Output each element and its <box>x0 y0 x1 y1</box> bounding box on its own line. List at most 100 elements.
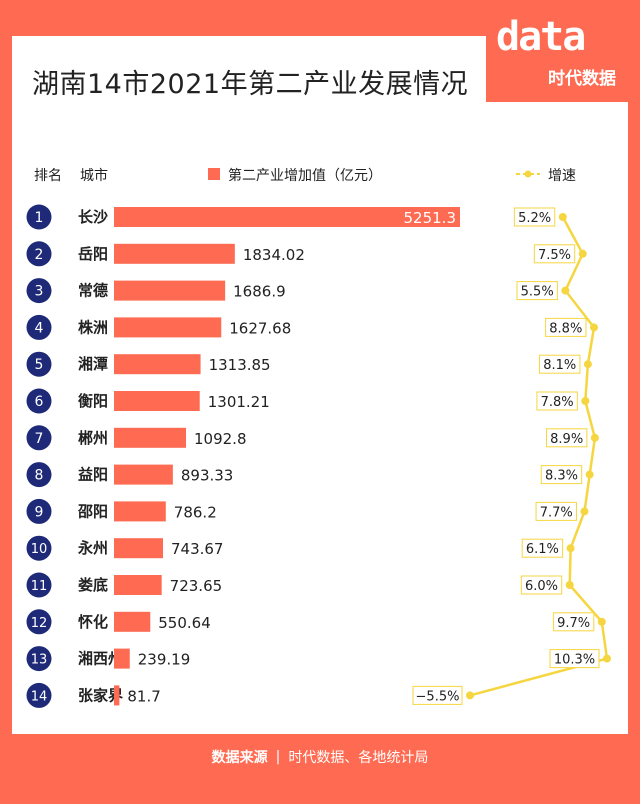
value-label: 743.67 <box>171 540 224 558</box>
page-title: 湖南14市2021年第二产业发展情况 <box>32 69 469 100</box>
growth-label-box <box>539 354 581 374</box>
value-legend-label: 第二产业增加值（亿元） <box>228 168 382 184</box>
logo: data 时代数据 <box>486 10 634 102</box>
rank-badge <box>26 462 52 488</box>
value-bar <box>114 207 460 227</box>
rank-number: 14 <box>31 689 48 704</box>
value-bar <box>114 354 201 375</box>
city-label: 邵阳 <box>77 502 108 520</box>
footer: 数据来源 | 时代数据、各地统计局 <box>12 734 628 780</box>
value-label: 1313.85 <box>209 356 271 374</box>
growth-label-box <box>540 465 583 485</box>
city-label: 衡阳 <box>78 392 108 410</box>
growth-label: 7.7% <box>540 505 573 520</box>
rank-number: 11 <box>31 579 48 594</box>
city-header: 城市 <box>80 168 108 184</box>
growth-label-box <box>536 391 578 411</box>
rank-badge <box>26 609 52 635</box>
rank-badge <box>26 388 52 414</box>
rank-header: 排名 <box>34 168 62 184</box>
growth-point <box>466 691 474 700</box>
rank-badge <box>26 278 52 304</box>
growth-label: 5.2% <box>518 211 551 226</box>
value-bar <box>114 575 162 595</box>
value-bar <box>114 611 151 632</box>
value-legend-swatch <box>208 168 220 180</box>
value-bar <box>114 464 173 485</box>
growth-point <box>597 617 606 626</box>
growth-label-box <box>520 575 563 595</box>
growth-point <box>603 654 611 663</box>
growth-label: 6.0% <box>525 579 558 594</box>
growth-label: 10.3% <box>554 653 595 668</box>
growth-label-box <box>412 685 463 705</box>
growth-point <box>590 433 599 442</box>
growth-point <box>558 213 567 221</box>
value-bar <box>114 501 166 522</box>
growth-point <box>581 397 590 405</box>
city-label: 永州 <box>77 539 108 557</box>
growth-label: 9.7% <box>557 616 590 631</box>
rank-badge <box>26 646 52 672</box>
city-label: 娄底 <box>78 576 108 594</box>
growth-legend-label: 增速 <box>548 168 576 184</box>
value-label: 1834.02 <box>243 246 305 264</box>
rank-number: 8 <box>35 468 44 484</box>
logo-bottom-text: 时代数据 <box>548 68 616 89</box>
growth-point <box>583 360 592 369</box>
growth-point <box>566 544 575 553</box>
rank-number: 4 <box>35 320 44 336</box>
rank-badge <box>26 535 52 561</box>
city-label: 湘潭 <box>78 355 108 373</box>
value-label: 893.33 <box>181 467 234 485</box>
value-bar <box>114 317 222 338</box>
value-bar <box>114 427 187 448</box>
growth-line <box>469 216 609 697</box>
value-label: 1301.21 <box>208 393 270 411</box>
growth-label: 5.5% <box>521 285 554 300</box>
value-bar <box>114 391 200 411</box>
value-label: 1686.9 <box>233 283 286 301</box>
rank-number: 9 <box>35 504 44 520</box>
city-label: 长沙 <box>78 208 108 226</box>
value-bar <box>114 243 235 264</box>
growth-label: 6.1% <box>526 542 559 557</box>
rank-number: 6 <box>35 394 44 410</box>
growth-label-box <box>552 612 595 632</box>
source-text: 时代数据、各地统计局 <box>288 750 429 766</box>
footer-separator: | <box>275 749 281 765</box>
growth-label-box <box>545 428 588 448</box>
growth-label: 7.8% <box>541 395 574 410</box>
rank-number: 1 <box>35 210 44 226</box>
growth-label-box <box>513 207 556 227</box>
rank-number: 5 <box>35 357 44 373</box>
value-label: 723.65 <box>170 577 223 595</box>
value-label: 1092.8 <box>194 430 247 448</box>
source-label: 数据来源 <box>211 750 268 766</box>
value-bar <box>114 280 226 301</box>
rank-badge <box>26 351 52 377</box>
value-label: 5251.3 <box>404 209 457 227</box>
city-label: 益阳 <box>78 466 108 484</box>
rank-badge <box>26 682 52 708</box>
rank-badge <box>26 314 52 340</box>
growth-label: 8.1% <box>543 358 576 373</box>
logo-top-text: data <box>496 14 584 60</box>
city-label: 张家界 <box>78 686 123 704</box>
growth-label: 8.3% <box>545 469 578 484</box>
rank-number: 10 <box>31 542 48 557</box>
rank-badge <box>26 425 52 451</box>
value-bar <box>114 538 163 559</box>
growth-point <box>561 286 570 295</box>
growth-label-box <box>535 501 577 521</box>
growth-label: 8.9% <box>550 432 583 447</box>
growth-legend-icon <box>516 170 540 178</box>
growth-label-box <box>545 317 587 337</box>
city-label: 常德 <box>78 282 108 300</box>
growth-label-box <box>521 538 564 558</box>
rank-badge <box>26 572 52 598</box>
city-label: 株洲 <box>78 318 108 336</box>
rank-badge <box>26 241 52 267</box>
value-label: 550.64 <box>158 614 211 632</box>
